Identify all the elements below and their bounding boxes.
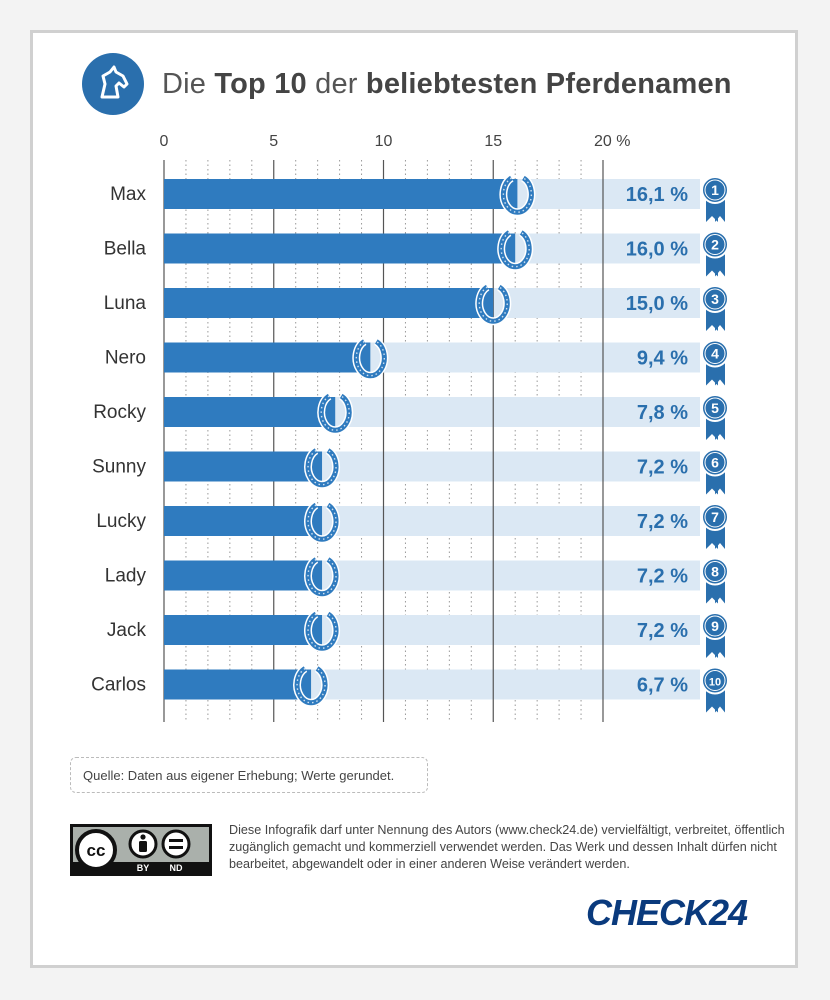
horseshoe-icon [498,230,532,270]
value-label: 16,1 % [626,184,688,206]
horseshoe-icon [500,175,534,215]
bar [164,615,323,645]
rank-medal [701,612,729,640]
rank-medal [701,503,729,531]
rank-medal [701,339,729,368]
category-label: Jack [107,620,147,641]
bar [164,288,494,318]
horseshoe-icon [294,666,328,706]
nd-label: ND [170,863,183,873]
category-label: Max [110,184,146,205]
horseshoe-icon [305,448,339,488]
value-label: 7,2 % [637,511,688,533]
category-label: Nero [105,348,146,369]
category-label: Carlos [91,675,146,696]
bar [164,233,516,264]
horseshoe-icon [318,393,352,433]
x-tick-label: 10 [375,133,393,150]
header: Die Top 10 der beliebtesten Pferdenamen [82,52,732,116]
source-note: Quelle: Daten aus eigener Erhebung; Wert… [70,757,428,793]
rank-number: 7 [711,509,719,525]
rank-medal [701,448,729,477]
value-label: 7,2 % [637,566,688,588]
rank-medal-ring [704,234,726,255]
bar [164,669,312,700]
category-label: Lady [105,566,147,587]
horseshoe-icon [353,339,387,379]
rank-medal [701,666,729,695]
rank-medal-ring [704,561,726,582]
svg-text:cc: cc [87,841,106,860]
by-label: BY [137,863,150,873]
value-label: 9,4 % [637,348,688,370]
rank-medal-ring [704,343,726,364]
bar [164,179,518,209]
rank-medal-ring [704,452,726,473]
title-part: der [306,67,366,100]
rank-number: 10 [709,677,721,689]
bar [164,560,323,591]
bar [164,451,323,482]
value-label: 15,0 % [626,293,688,315]
rank-medal-ring [704,670,726,691]
bar-chart: 0 5 10 15 20 % Max 16,1 % 1 Bella 16,0 % 2 Luna 15,0… [91,133,729,722]
value-label: 7,2 % [637,457,688,479]
rank-medal-ring [704,506,726,528]
horse-head-icon [82,53,144,115]
category-label: Luna [104,293,147,314]
x-tick-label: 5 [269,133,278,150]
title-part: Die [162,67,215,100]
rank-medal-ring [704,179,726,201]
nd-icon [161,829,191,859]
value-label: 16,0 % [626,239,688,261]
rank-medal [701,557,729,586]
value-label: 7,2 % [637,620,688,642]
x-tick-label: 0 [160,133,169,150]
rank-number: 8 [711,564,719,580]
x-tick-label: 20 % [594,133,630,150]
horseshoe-icon [305,557,339,597]
title-bold: beliebtesten Pferdenamen [365,67,732,100]
rank-medal [701,230,729,259]
rank-number: 1 [711,182,719,198]
rank-medal-ring [704,397,726,419]
by-icon [128,829,158,859]
chart-title: Die Top 10 der beliebtesten Pferdenamen [162,68,732,101]
horseshoe-icon [476,284,510,324]
horseshoe-icon [305,502,339,542]
rank-number: 9 [711,618,719,634]
rank-medal-ring [704,615,726,637]
category-label: Bella [104,239,147,260]
cc-license-badge[interactable]: cc BY ND [70,824,212,876]
rank-number: 4 [711,346,719,362]
rank-number: 3 [711,291,719,307]
rank-number: 5 [711,400,719,416]
rank-medal [701,285,729,313]
cc-icon: cc [75,829,117,871]
rank-medal-ring [704,288,726,310]
bar [164,397,336,427]
rank-medal [701,176,729,204]
category-label: Sunny [92,457,146,478]
value-label: 6,7 % [637,675,688,697]
bar [164,506,323,536]
license-text: Diese Infografik darf unter Nennung des … [229,823,785,871]
title-bold: Top 10 [214,67,307,100]
value-label: 7,8 % [637,402,688,424]
category-label: Rocky [93,402,146,423]
rank-medal [701,394,729,422]
category-label: Lucky [96,511,146,532]
rank-number: 2 [711,237,719,253]
check24-logo[interactable]: CHECK24 [586,892,748,933]
horseshoe-icon [305,611,339,651]
x-tick-label: 15 [484,133,502,150]
bar [164,342,371,373]
rank-number: 6 [711,455,719,471]
